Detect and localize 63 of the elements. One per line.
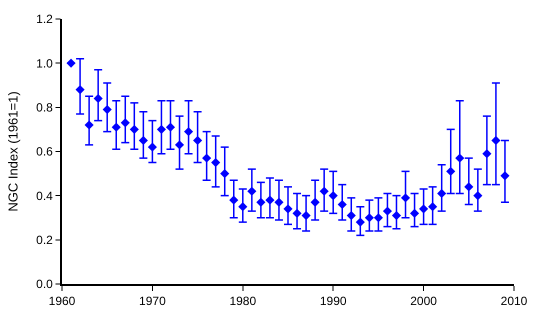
point [428,202,438,212]
point [229,196,238,205]
point [500,171,510,180]
point [247,186,256,196]
x-tick-label: 1980 [229,294,256,308]
point [166,122,176,132]
point [410,208,420,218]
point [76,85,85,94]
point [130,124,139,134]
point [302,210,311,220]
point [346,210,356,220]
point [283,204,293,214]
y-tick-label: 0.6 [36,144,54,159]
point [102,104,112,114]
point [292,208,302,218]
point [328,191,338,200]
y-tick-label: 0.0 [36,277,54,292]
point [400,193,410,202]
point [455,154,464,163]
point [84,120,94,130]
point [202,154,212,163]
y-axis-title: NGC Index (1961=1) [6,91,21,212]
y-tick-label: 0.8 [36,100,54,115]
point [211,158,220,168]
point [364,213,374,222]
point [265,196,274,205]
point [238,202,248,212]
point [446,166,456,176]
point [148,142,157,152]
point [156,124,166,134]
point [220,169,230,178]
point [138,136,148,146]
y-tick-label: 1.2 [36,12,54,26]
y-tick-label: 0.4 [36,188,54,203]
x-tick-label: 2010 [500,294,528,308]
point [184,127,194,136]
point [310,198,320,207]
point [382,206,392,216]
point [374,213,383,222]
point [473,191,482,200]
point [66,58,76,68]
y-tick-label: 1.0 [36,56,54,70]
x-tick-label: 1990 [320,294,347,308]
point [256,198,266,207]
point [174,140,184,150]
point [356,218,365,227]
point [94,94,103,104]
point [464,182,474,192]
point [491,136,500,146]
point [437,188,446,198]
point [274,198,284,207]
point [120,118,130,128]
y-tick-label: 0.2 [36,233,54,248]
x-tick-label: 2000 [410,294,438,308]
point [338,200,347,210]
point [392,210,402,220]
point [419,204,428,214]
x-tick-label: 1970 [139,294,166,308]
x-tick-label: 1960 [48,294,76,308]
point [112,122,121,132]
point [482,149,492,158]
point [320,186,329,196]
point [193,136,202,146]
